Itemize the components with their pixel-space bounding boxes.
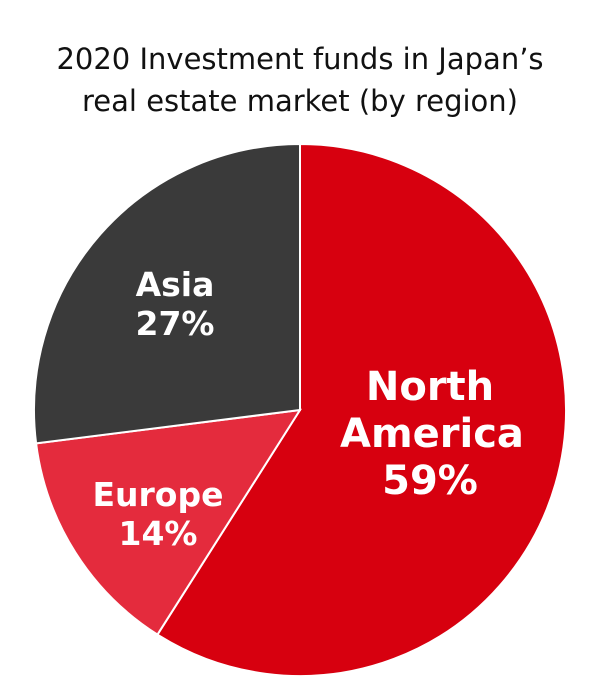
- category-label: Europe: [92, 475, 224, 515]
- category-label: Asia: [135, 265, 215, 305]
- value-label: 27%: [135, 304, 215, 343]
- slice-label: North America 59%: [340, 364, 524, 506]
- pie-slice: [156, 142, 567, 677]
- value-label: 59%: [382, 458, 478, 505]
- slice-label: Asia 27%: [75, 265, 275, 344]
- pie-slice: [33, 142, 301, 445]
- slice-label: Europe 14%: [58, 475, 258, 554]
- pie-slice: [34, 408, 302, 636]
- value-label: 14%: [118, 514, 198, 553]
- chart-title: 2020 Investment funds in Japan’s real es…: [56, 42, 544, 118]
- category-label: North America: [340, 364, 524, 458]
